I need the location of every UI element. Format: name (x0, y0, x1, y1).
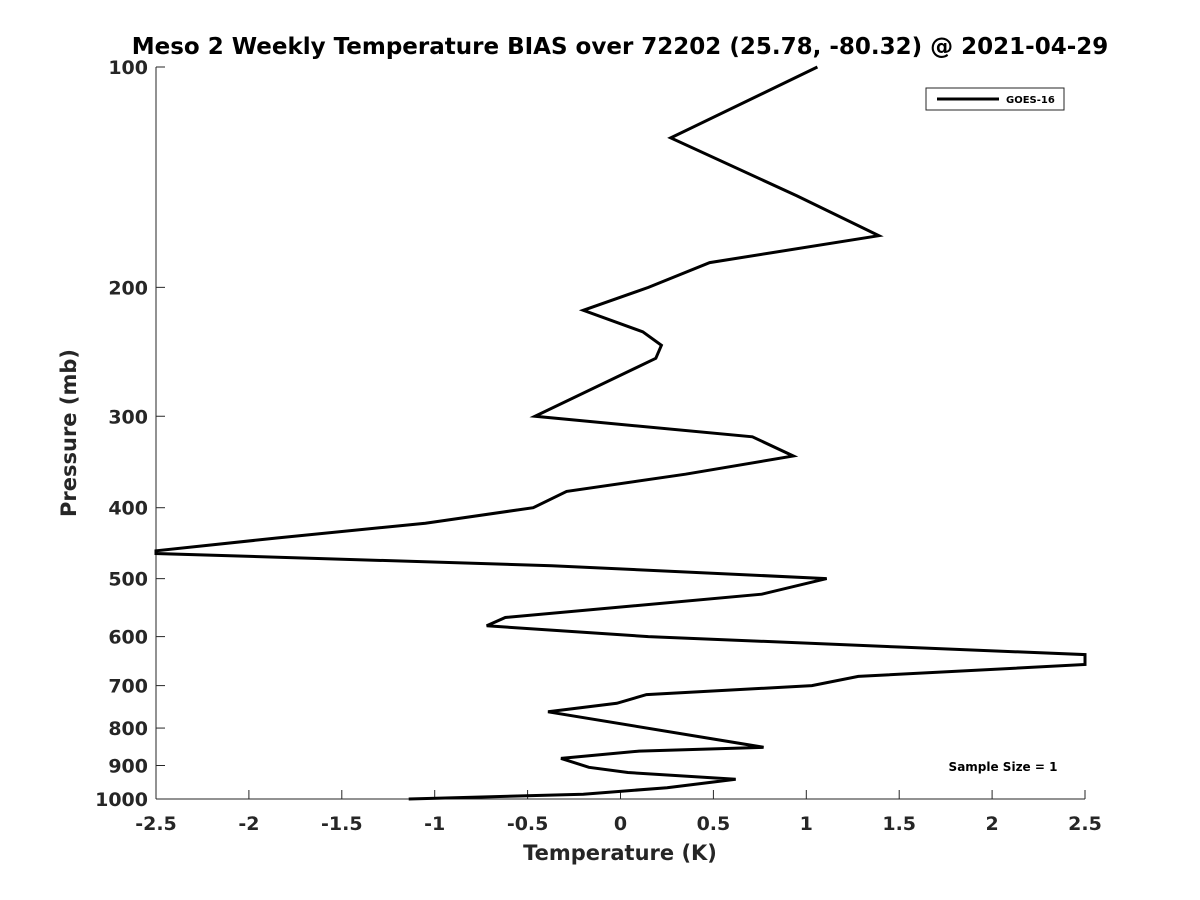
y-tick-label: 700 (108, 676, 148, 698)
y-tick-label: 400 (108, 498, 148, 520)
y-tick-label: 200 (108, 277, 148, 299)
y-axis-label: Pressure (mb) (57, 349, 81, 517)
legend-label-goes-16: GOES-16 (1006, 95, 1055, 106)
x-tick-label: -1 (424, 813, 445, 835)
x-tick-label: -2 (238, 813, 259, 835)
x-ticks: -2.5 -2 -1.5 -1 -0.5 0 0.5 1 1.5 2 2.5 (135, 790, 1102, 835)
x-tick-label: 1 (800, 813, 813, 835)
y-tick-label: 600 (108, 627, 148, 649)
y-tick-label: 1000 (95, 789, 148, 811)
y-tick-label: 800 (108, 718, 148, 740)
y-tick-label: 500 (108, 569, 148, 591)
y-tick-label: 100 (108, 57, 148, 79)
x-tick-label: 2 (985, 813, 998, 835)
x-tick-label: -1.5 (321, 813, 363, 835)
series-layer (154, 65, 1087, 801)
x-tick-label: 1.5 (882, 813, 916, 835)
x-tick-label: 0.5 (697, 813, 731, 835)
plot-area (155, 67, 1085, 800)
chart-title: Meso 2 Weekly Temperature BIAS over 7220… (132, 34, 1109, 60)
x-tick-label: -2.5 (135, 813, 177, 835)
x-tick-label: 2.5 (1068, 813, 1102, 835)
y-tick-label: 300 (108, 406, 148, 428)
x-tick-label: 0 (614, 813, 627, 835)
sample-size-annotation: Sample Size = 1 (949, 760, 1058, 774)
legend: GOES-16 (925, 87, 1065, 111)
x-axis-label: Temperature (K) (523, 841, 717, 865)
x-tick-label: -0.5 (507, 813, 549, 835)
series-line-goes-16 (154, 65, 1087, 801)
y-tick-label: 900 (108, 756, 148, 778)
y-ticks: 100 200 300 400 500 600 700 800 900 1000 (95, 57, 165, 811)
